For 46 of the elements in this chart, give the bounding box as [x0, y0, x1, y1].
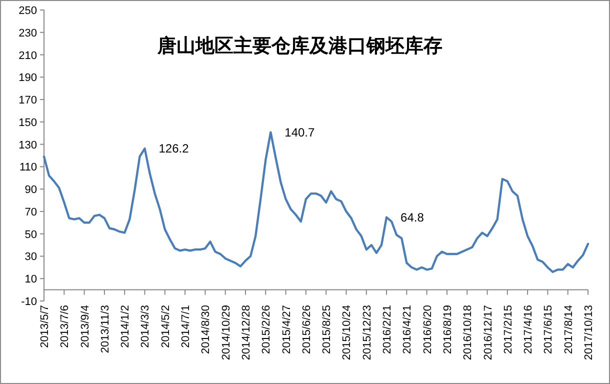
- y-tick-label: 250: [18, 5, 37, 17]
- x-tick-label: 2014/10/29: [220, 305, 232, 360]
- x-tick-label: 2015/6/26: [300, 305, 313, 354]
- x-tick-label: 2014/3/3: [140, 305, 152, 348]
- x-tick-label: 2017/8/14: [562, 305, 575, 354]
- x-tick-label: 2013/9/4: [79, 305, 92, 348]
- x-tick-label: 2016/10/18: [462, 305, 474, 360]
- x-tick-label: 2016/12/17: [482, 305, 494, 360]
- x-tick-label: 2014/8/30: [200, 305, 212, 354]
- y-tick-label: -10: [21, 296, 37, 308]
- text: 唐山地区主要仓库及港口钢坯库存: [156, 35, 442, 57]
- x-tick-label: 2015/12/23: [361, 305, 374, 360]
- y-tick-label: 110: [19, 162, 37, 174]
- x-tick-label: 2013/11/3: [99, 305, 112, 354]
- x-tick-label: 2014/12/28: [240, 305, 252, 360]
- x-tick-label: 2015/2/26: [260, 305, 273, 354]
- y-tick-label: 170: [18, 94, 37, 107]
- x-tick-label: 2015/4/27: [280, 305, 293, 354]
- y-tick-label: 50: [24, 228, 37, 241]
- x-tick-label: 2016/2/21: [382, 305, 394, 354]
- y-tick-label: 30: [24, 251, 37, 264]
- y-tick-label: 190: [18, 72, 37, 84]
- y-tick-label: 150: [18, 116, 37, 129]
- y-tick-label: 230: [18, 27, 37, 40]
- x-tick-label: 2017/6/15: [542, 305, 555, 354]
- y-tick-label: 10: [24, 274, 37, 286]
- x-tick-label: 2015/8/25: [321, 305, 334, 354]
- x-tick-label: 2016/4/21: [402, 305, 414, 354]
- x-tick-label: 2015/10/24: [341, 305, 354, 360]
- data-label: 126.2: [158, 142, 190, 156]
- x-tick-label: 2016/8/19: [442, 305, 454, 354]
- y-tick-label: 130: [18, 139, 37, 152]
- x-tick-label: 2017/10/13: [583, 305, 595, 360]
- x-tick-label: 2017/4/16: [522, 305, 535, 354]
- x-tick-label: 2014/7/1: [180, 305, 192, 348]
- data-label: 140.7: [284, 125, 316, 140]
- x-tick-label: 2013/5/7: [39, 305, 51, 348]
- y-tick-label: 70: [24, 206, 37, 218]
- x-tick-label: 2017/2/15: [502, 305, 514, 354]
- x-tick-label: 2014/5/2: [160, 305, 172, 348]
- x-tick-label: 2014/1/2: [120, 305, 132, 348]
- y-tick-label: 210: [18, 50, 37, 62]
- y-tick-label: 90: [24, 184, 37, 196]
- x-tick-label: 2013/7/6: [59, 305, 72, 348]
- data-label: 64.8: [400, 210, 424, 224]
- x-tick-label: 2016/6/20: [422, 305, 434, 354]
